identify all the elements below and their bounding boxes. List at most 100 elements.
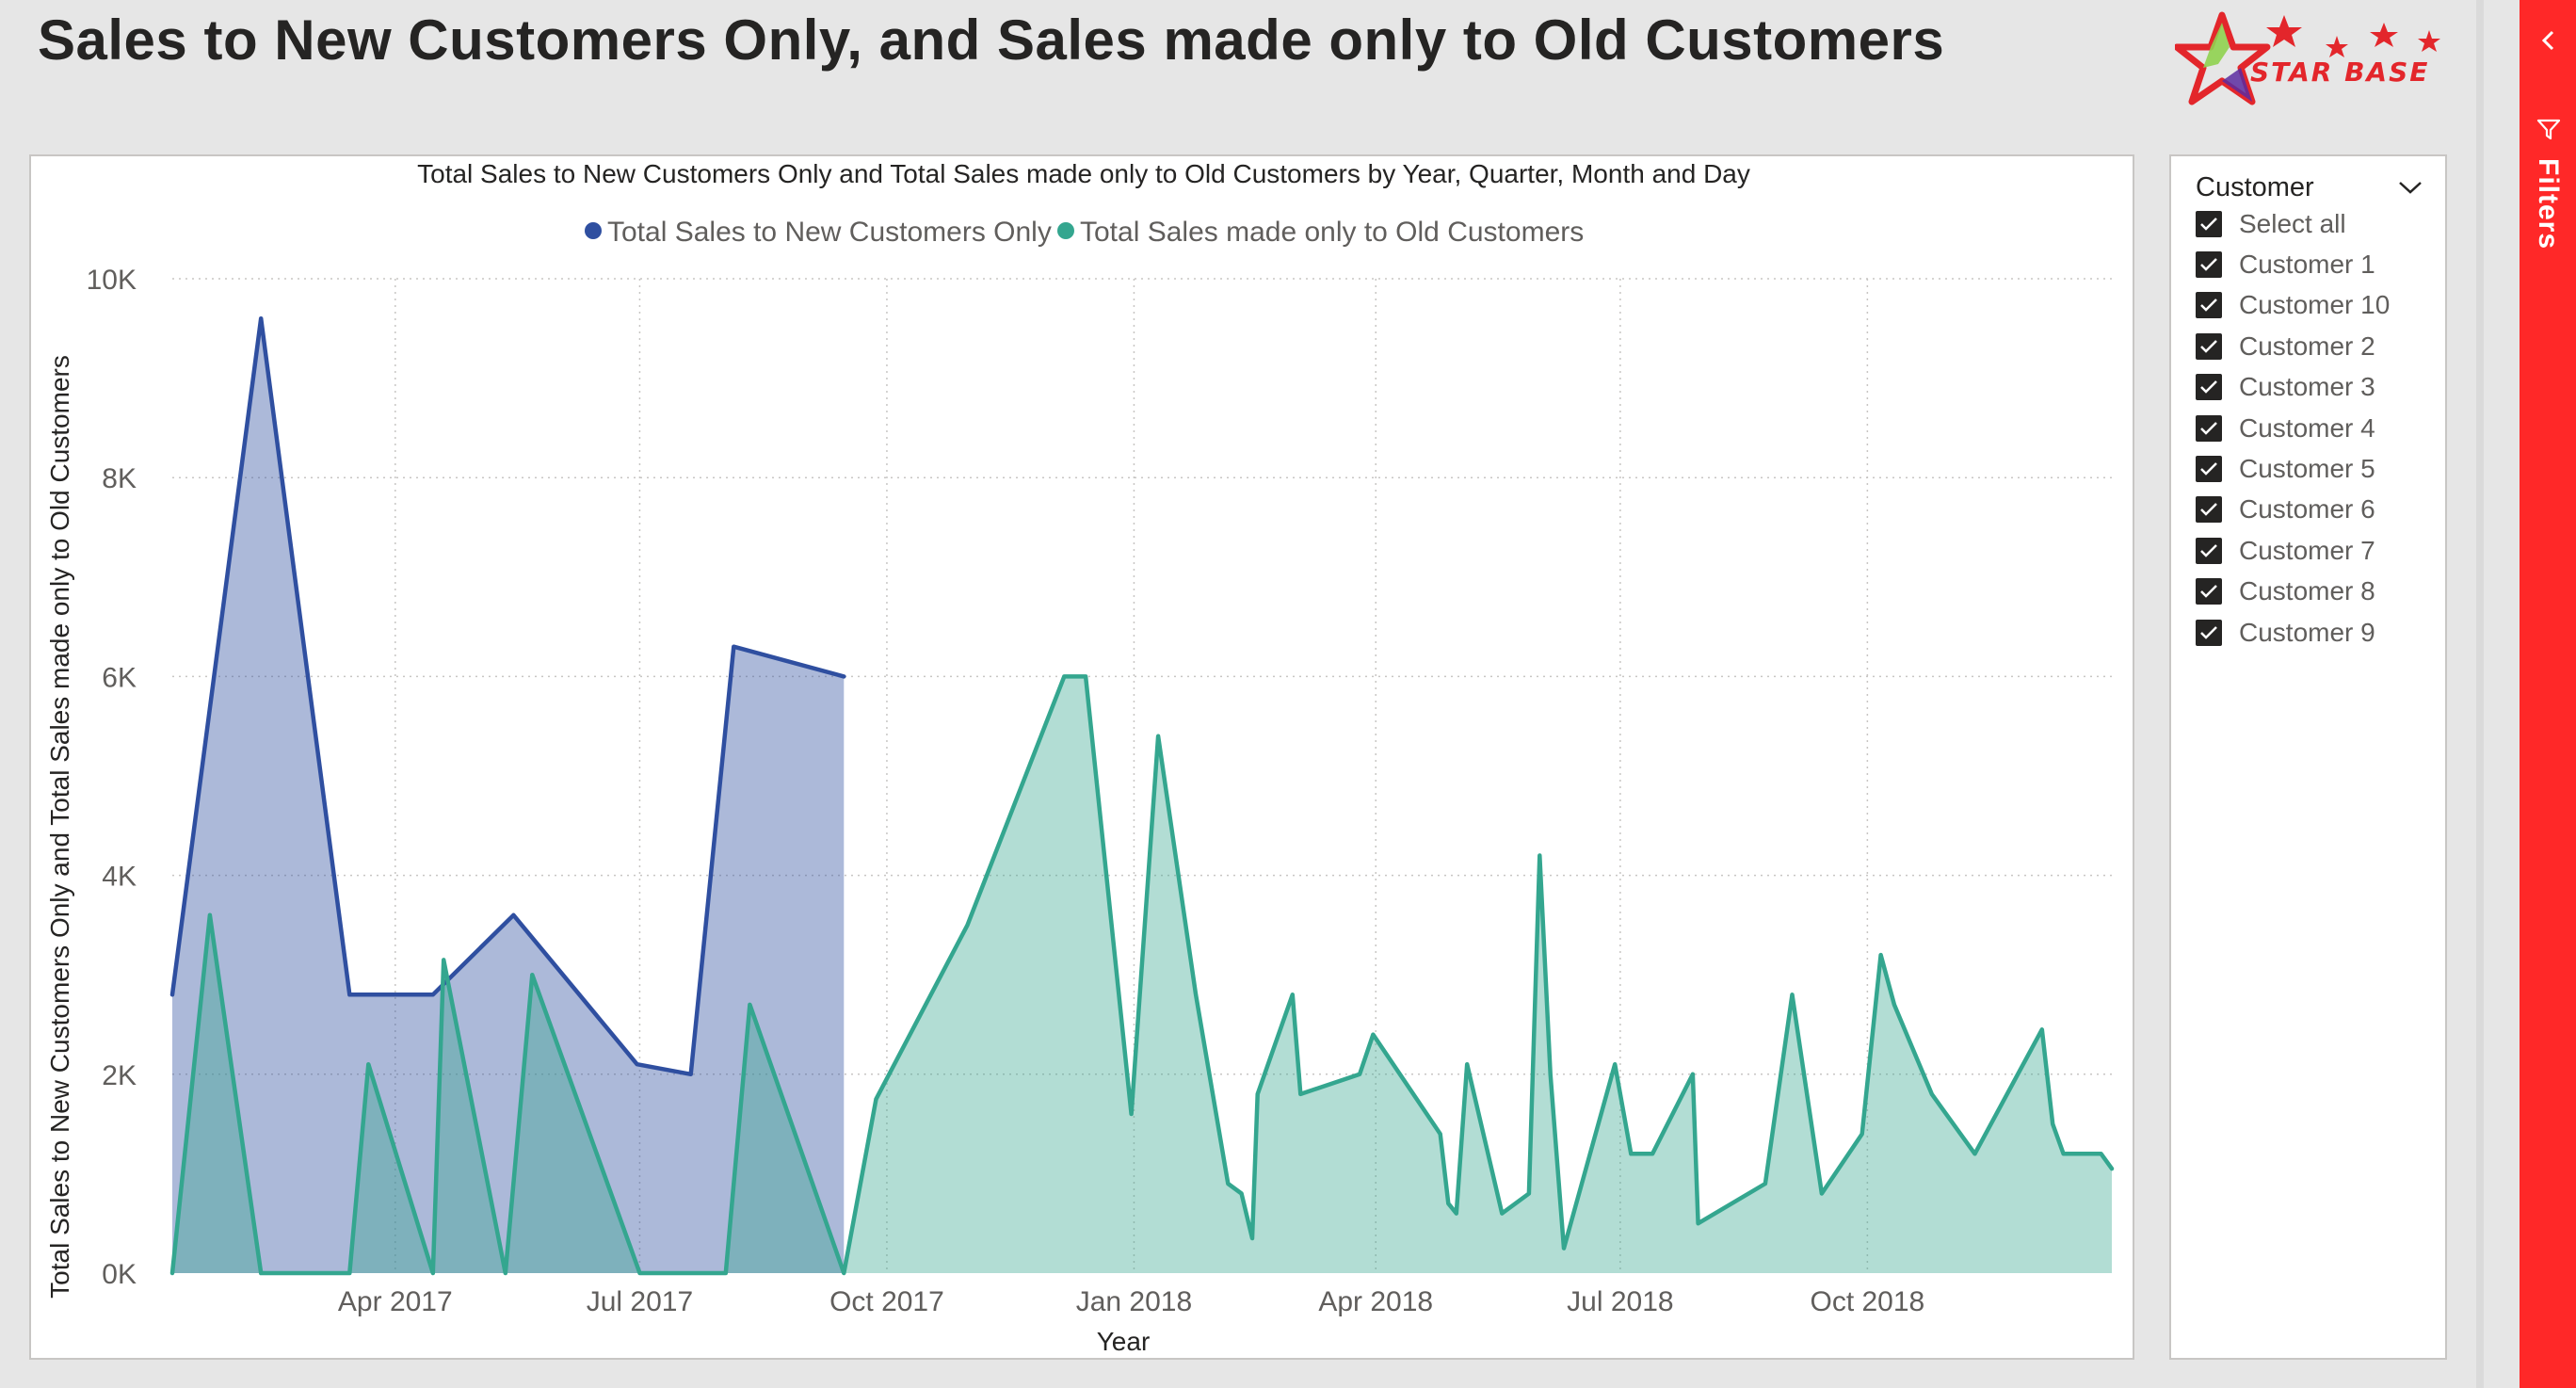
data-point-old-customers[interactable] [1368, 1030, 1377, 1040]
checkbox-checked-icon[interactable] [2196, 496, 2222, 524]
data-point-old-customers[interactable] [1127, 1109, 1136, 1119]
data-point-old-customers[interactable] [1876, 950, 1886, 960]
series-line-old-customers[interactable] [169, 674, 2115, 1276]
data-point-old-customers[interactable] [1817, 1189, 1827, 1199]
data-point-old-customers[interactable] [1535, 850, 1544, 860]
select-all-option[interactable]: Select all [2196, 203, 2440, 244]
data-point-old-customers[interactable] [2048, 1120, 2057, 1129]
line-chart-card[interactable]: Total Sales to New Customers Only and To… [29, 154, 2134, 1360]
data-point-old-customers[interactable] [1452, 1209, 1461, 1219]
canvas-scrollbar[interactable] [2476, 0, 2484, 1388]
data-point-new-customers[interactable] [686, 1070, 696, 1079]
customer-option[interactable]: Customer 4 [2196, 408, 2440, 448]
data-point-old-customers[interactable] [1694, 1219, 1703, 1228]
data-point-old-customers[interactable] [1191, 990, 1200, 999]
customer-option[interactable]: Customer 9 [2196, 612, 2440, 653]
data-point-old-customers[interactable] [2059, 1149, 2069, 1158]
y-tick-label: 8K [102, 463, 137, 494]
data-point-old-customers[interactable] [1248, 1234, 1257, 1243]
data-point-new-customers[interactable] [428, 990, 438, 999]
data-point-old-customers[interactable] [1153, 732, 1163, 741]
customer-option[interactable]: Customer 7 [2196, 530, 2440, 571]
data-point-old-customers[interactable] [168, 1268, 177, 1278]
chevron-left-icon[interactable] [2536, 28, 2561, 53]
data-point-old-customers[interactable] [363, 1059, 373, 1069]
data-point-new-customers[interactable] [633, 1059, 642, 1069]
data-point-new-customers[interactable] [508, 911, 518, 920]
chevron-down-icon[interactable] [2394, 171, 2426, 203]
data-point-old-customers[interactable] [872, 1094, 881, 1104]
data-point-old-customers[interactable] [1524, 1189, 1534, 1199]
checkbox-checked-icon[interactable] [2196, 251, 2222, 279]
data-point-old-customers[interactable] [2037, 1025, 2047, 1034]
checkbox-checked-icon[interactable] [2196, 292, 2222, 319]
data-point-old-customers[interactable] [1858, 1129, 1867, 1138]
data-point-old-customers[interactable] [428, 1268, 438, 1278]
checkbox-checked-icon[interactable] [2196, 619, 2222, 646]
data-point-old-customers[interactable] [1546, 1070, 1555, 1079]
data-point-old-customers[interactable] [1081, 671, 1090, 681]
x-tick-label: Apr 2017 [338, 1286, 453, 1317]
customer-option[interactable]: Customer 6 [2196, 490, 2440, 530]
checkbox-checked-icon[interactable] [2196, 210, 2222, 237]
data-point-old-customers[interactable] [1626, 1149, 1635, 1158]
checkbox-checked-icon[interactable] [2196, 374, 2222, 401]
slicer-header[interactable]: Customer [2196, 164, 2426, 211]
series-line-new-customers[interactable] [169, 315, 846, 1077]
customer-slicer[interactable]: Customer Select all Customer 1 Customer 10… [2169, 154, 2447, 1360]
data-point-old-customers[interactable] [205, 911, 215, 920]
data-point-old-customers[interactable] [1559, 1244, 1569, 1253]
data-point-old-customers[interactable] [1237, 1189, 1247, 1199]
data-point-new-customers[interactable] [256, 314, 266, 323]
customer-option[interactable]: Customer 1 [2196, 244, 2440, 284]
data-point-old-customers[interactable] [1288, 990, 1297, 999]
data-point-old-customers[interactable] [1890, 1000, 1899, 1009]
checkbox-checked-icon[interactable] [2196, 578, 2222, 605]
data-point-old-customers[interactable] [1223, 1179, 1232, 1188]
data-point-old-customers[interactable] [1497, 1209, 1506, 1219]
data-point-new-customers[interactable] [345, 990, 354, 999]
data-point-old-customers[interactable] [1355, 1070, 1364, 1079]
data-point-old-customers[interactable] [527, 970, 537, 979]
data-point-old-customers[interactable] [1443, 1199, 1453, 1208]
data-point-old-customers[interactable] [1970, 1149, 1979, 1158]
data-point-old-customers[interactable] [1761, 1179, 1770, 1188]
data-point-old-customers[interactable] [1253, 1089, 1263, 1099]
data-point-old-customers[interactable] [1688, 1070, 1698, 1079]
filters-pane[interactable]: Filters [2520, 0, 2576, 1388]
series-area-new-customers [172, 318, 845, 1273]
data-point-old-customers[interactable] [439, 955, 448, 964]
customer-option[interactable]: Customer 10 [2196, 285, 2440, 326]
data-point-old-customers[interactable] [1296, 1089, 1305, 1099]
data-point-old-customers[interactable] [745, 1000, 754, 1009]
data-point-old-customers[interactable] [345, 1268, 354, 1278]
data-point-old-customers[interactable] [1462, 1059, 1472, 1069]
data-point-new-customers[interactable] [839, 671, 848, 681]
data-point-new-customers[interactable] [729, 642, 738, 652]
checkbox-checked-icon[interactable] [2196, 456, 2222, 483]
checkbox-checked-icon[interactable] [2196, 537, 2222, 564]
data-point-old-customers[interactable] [721, 1268, 731, 1278]
data-point-old-customers[interactable] [1787, 990, 1796, 999]
checkbox-checked-icon[interactable] [2196, 332, 2222, 360]
data-point-old-customers[interactable] [635, 1268, 644, 1278]
data-point-old-customers[interactable] [1927, 1089, 1937, 1099]
data-point-old-customers[interactable] [256, 1268, 266, 1278]
customer-option[interactable]: Customer 5 [2196, 448, 2440, 489]
customer-option[interactable]: Customer 3 [2196, 367, 2440, 408]
data-point-old-customers[interactable] [1648, 1149, 1657, 1158]
x-axis-ticks: Apr 2017 Jul 2017 Oct 2017 Jan 2018 Apr 2018… [338, 1286, 1924, 1317]
data-point-old-customers[interactable] [2097, 1149, 2106, 1158]
data-point-old-customers[interactable] [1436, 1129, 1445, 1138]
data-point-old-customers[interactable] [501, 1268, 510, 1278]
checkbox-checked-icon[interactable] [2196, 414, 2222, 442]
data-point-old-customers[interactable] [839, 1268, 848, 1278]
data-point-old-customers[interactable] [963, 920, 973, 929]
data-point-old-customers[interactable] [2107, 1164, 2117, 1173]
data-point-new-customers[interactable] [168, 990, 177, 999]
data-point-old-customers[interactable] [1610, 1059, 1619, 1069]
filters-label-wrapper[interactable]: Filters [2527, 158, 2568, 262]
data-point-old-customers[interactable] [1059, 671, 1069, 681]
customer-option[interactable]: Customer 8 [2196, 572, 2440, 612]
customer-option[interactable]: Customer 2 [2196, 326, 2440, 366]
